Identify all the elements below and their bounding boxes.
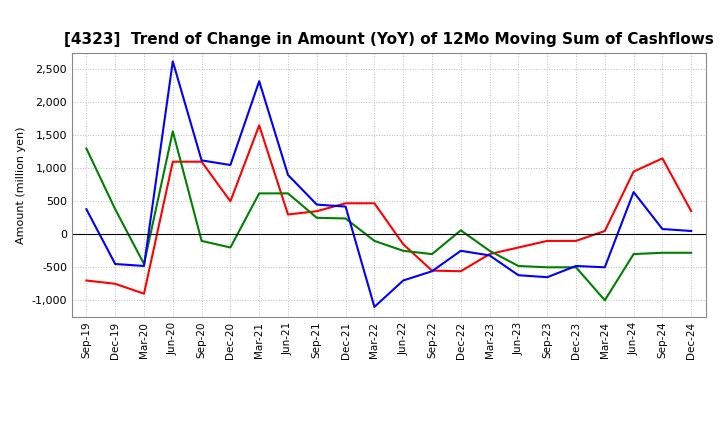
Operating Cashflow bbox=[284, 212, 292, 217]
Operating Cashflow bbox=[341, 201, 350, 206]
Investing Cashflow bbox=[111, 206, 120, 212]
Line: Operating Cashflow: Operating Cashflow bbox=[86, 125, 691, 294]
Free Cashflow bbox=[658, 226, 667, 231]
Operating Cashflow bbox=[82, 278, 91, 283]
Operating Cashflow bbox=[428, 268, 436, 273]
Operating Cashflow bbox=[226, 198, 235, 204]
Free Cashflow bbox=[255, 78, 264, 84]
Free Cashflow bbox=[399, 278, 408, 283]
Free Cashflow bbox=[82, 206, 91, 212]
Y-axis label: Amount (million yen): Amount (million yen) bbox=[16, 126, 26, 244]
Free Cashflow bbox=[456, 248, 465, 253]
Operating Cashflow bbox=[629, 169, 638, 174]
Free Cashflow bbox=[168, 59, 177, 64]
Operating Cashflow bbox=[658, 156, 667, 161]
Investing Cashflow bbox=[514, 263, 523, 268]
Investing Cashflow bbox=[197, 238, 206, 243]
Operating Cashflow bbox=[399, 242, 408, 247]
Investing Cashflow bbox=[255, 191, 264, 196]
Operating Cashflow bbox=[485, 251, 494, 257]
Operating Cashflow bbox=[312, 209, 321, 214]
Operating Cashflow bbox=[514, 245, 523, 250]
Free Cashflow bbox=[226, 162, 235, 168]
Free Cashflow bbox=[600, 264, 609, 270]
Operating Cashflow bbox=[111, 281, 120, 286]
Investing Cashflow bbox=[428, 251, 436, 257]
Investing Cashflow bbox=[572, 264, 580, 270]
Operating Cashflow bbox=[168, 159, 177, 164]
Operating Cashflow bbox=[572, 238, 580, 243]
Investing Cashflow bbox=[226, 245, 235, 250]
Investing Cashflow bbox=[399, 248, 408, 253]
Free Cashflow bbox=[572, 263, 580, 268]
Investing Cashflow bbox=[629, 251, 638, 257]
Operating Cashflow bbox=[197, 159, 206, 164]
Free Cashflow bbox=[543, 275, 552, 280]
Operating Cashflow bbox=[687, 209, 696, 214]
Free Cashflow bbox=[428, 268, 436, 274]
Free Cashflow bbox=[197, 158, 206, 163]
Operating Cashflow bbox=[600, 228, 609, 234]
Free Cashflow bbox=[284, 172, 292, 177]
Free Cashflow bbox=[485, 253, 494, 258]
Investing Cashflow bbox=[284, 191, 292, 196]
Title: [4323]  Trend of Change in Amount (YoY) of 12Mo Moving Sum of Cashflows: [4323] Trend of Change in Amount (YoY) o… bbox=[64, 33, 714, 48]
Investing Cashflow bbox=[370, 238, 379, 243]
Operating Cashflow bbox=[543, 238, 552, 243]
Investing Cashflow bbox=[82, 146, 91, 151]
Free Cashflow bbox=[514, 272, 523, 278]
Free Cashflow bbox=[312, 202, 321, 207]
Investing Cashflow bbox=[456, 227, 465, 233]
Line: Investing Cashflow: Investing Cashflow bbox=[86, 131, 691, 300]
Investing Cashflow bbox=[485, 248, 494, 253]
Line: Free Cashflow: Free Cashflow bbox=[86, 61, 691, 307]
Operating Cashflow bbox=[456, 268, 465, 274]
Investing Cashflow bbox=[341, 216, 350, 221]
Free Cashflow bbox=[111, 261, 120, 267]
Investing Cashflow bbox=[543, 264, 552, 270]
Investing Cashflow bbox=[312, 215, 321, 220]
Free Cashflow bbox=[629, 189, 638, 194]
Operating Cashflow bbox=[255, 123, 264, 128]
Free Cashflow bbox=[341, 204, 350, 209]
Free Cashflow bbox=[370, 304, 379, 310]
Free Cashflow bbox=[687, 228, 696, 234]
Operating Cashflow bbox=[140, 291, 148, 297]
Investing Cashflow bbox=[168, 128, 177, 134]
Investing Cashflow bbox=[140, 261, 148, 267]
Investing Cashflow bbox=[658, 250, 667, 255]
Investing Cashflow bbox=[687, 250, 696, 255]
Operating Cashflow bbox=[370, 201, 379, 206]
Free Cashflow bbox=[140, 263, 148, 268]
Investing Cashflow bbox=[600, 297, 609, 303]
